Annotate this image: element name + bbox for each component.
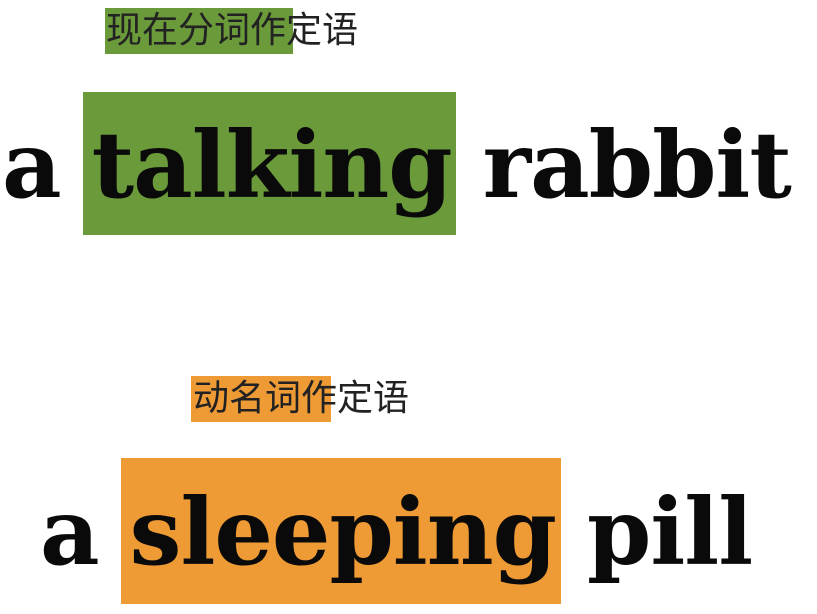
phrase-gerund: a sleeping pill [40,462,753,602]
caption-gerund: 动名词作定语 [193,376,409,422]
noun-word: rabbit [482,111,792,219]
verb-highlight-box [83,92,456,235]
article-word: a [2,111,62,219]
phrase-participle: a talking rabbit [2,95,792,235]
caption-rest-text: 作定语 [250,10,359,51]
caption-highlight-text: 现在分词 [106,10,251,51]
verb-highlight-box [121,458,561,604]
verb-form-word: sleeping [129,478,557,586]
caption-highlight-box [191,376,331,422]
verb-form-word: talking [91,111,453,219]
caption-participle: 现在分词作定语 [106,8,358,54]
caption-rest-text: 作定语 [301,378,410,419]
article-word: a [40,478,100,586]
noun-word: pill [587,478,753,586]
caption-highlight-box [105,8,293,54]
caption-highlight-text: 动名词 [193,378,302,419]
